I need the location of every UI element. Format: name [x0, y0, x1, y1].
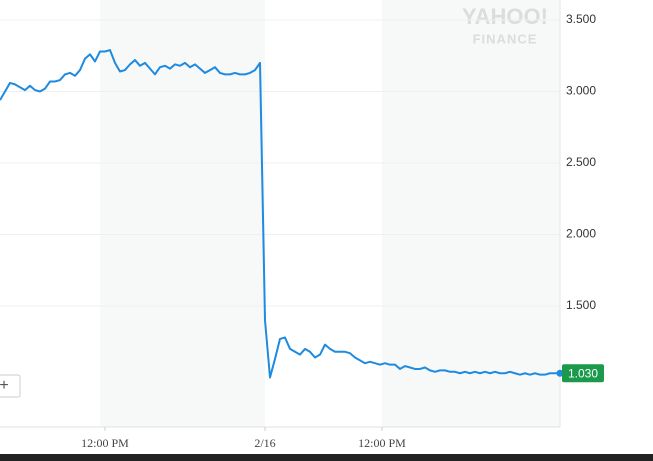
x-tick-label: 12:00 PM: [81, 436, 129, 450]
y-tick-label: 3.000: [566, 84, 596, 98]
last-price-dot: [556, 369, 564, 377]
x-tick-label: 12:00 PM: [358, 436, 406, 450]
zoom-button[interactable]: +: [0, 374, 21, 398]
session-band: [100, 0, 265, 427]
price-tag-label: 1.030: [568, 366, 598, 380]
footer-bar: [0, 454, 653, 461]
button-label[interactable]: +: [0, 377, 9, 394]
y-tick-label: 2.000: [566, 227, 596, 241]
session-band: [382, 0, 560, 427]
x-tick-label: 2/16: [254, 436, 275, 450]
price-line: [0, 49, 560, 379]
price-tag: [562, 364, 604, 383]
logo: YAHOO!: [462, 4, 548, 29]
y-tick-label: 2.500: [566, 155, 596, 169]
y-tick-label: 1.500: [566, 298, 596, 312]
logo: FINANCE: [473, 31, 538, 46]
button-box[interactable]: [0, 374, 21, 398]
y-tick-label: 3.500: [566, 12, 596, 26]
